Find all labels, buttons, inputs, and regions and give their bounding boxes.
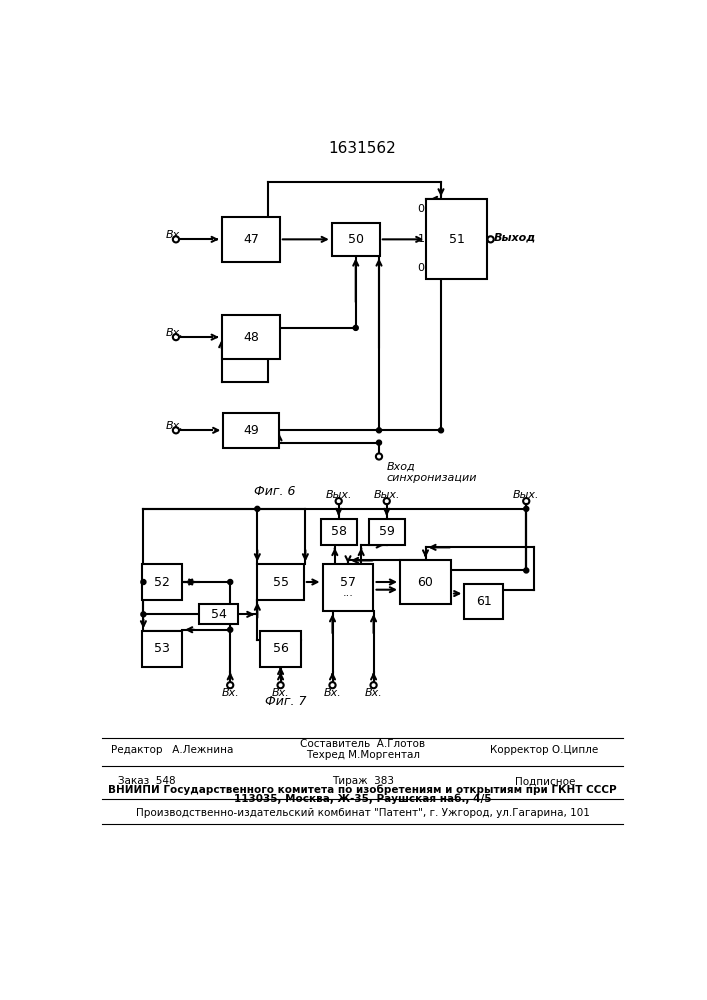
Text: 59: 59 bbox=[379, 525, 395, 538]
Circle shape bbox=[228, 580, 233, 584]
Bar bbox=[426, 199, 486, 279]
Text: 52: 52 bbox=[154, 576, 170, 588]
Circle shape bbox=[377, 440, 381, 445]
Text: Вых.: Вых. bbox=[325, 490, 352, 500]
Text: Вход
синхронизации: Вход синхронизации bbox=[387, 462, 477, 483]
Bar bbox=[332, 223, 380, 256]
Text: 113035, Москва, Ж-35, Раушская наб., 4/5: 113035, Москва, Ж-35, Раушская наб., 4/5 bbox=[234, 794, 491, 804]
Bar bbox=[223, 413, 279, 448]
Text: Фиг. 7: Фиг. 7 bbox=[265, 695, 307, 708]
Text: Редактор   А.Лежнина: Редактор А.Лежнина bbox=[111, 745, 233, 755]
Circle shape bbox=[524, 568, 528, 573]
Text: Вых.: Вых. bbox=[373, 490, 400, 500]
Text: Составитель  А.Глотов: Составитель А.Глотов bbox=[300, 739, 426, 749]
Text: Корректор О.Ципле: Корректор О.Ципле bbox=[490, 745, 598, 755]
Bar bbox=[400, 560, 450, 604]
Circle shape bbox=[141, 580, 146, 584]
Text: 51: 51 bbox=[448, 233, 464, 246]
Text: Производственно-издательский комбинат "Патент", г. Ужгород, ул.Гагарина, 101: Производственно-издательский комбинат "П… bbox=[136, 808, 590, 818]
Text: Заказ  548: Заказ 548 bbox=[117, 776, 175, 786]
Text: Вх.: Вх. bbox=[166, 328, 184, 338]
Text: 1: 1 bbox=[418, 234, 425, 244]
Text: 60: 60 bbox=[418, 576, 433, 588]
Text: Фиг. 6: Фиг. 6 bbox=[254, 485, 295, 498]
Circle shape bbox=[228, 628, 233, 632]
Text: ВНИИПИ Государственного комитета по изобретениям и открытиям при ГКНТ СССР: ВНИИПИ Государственного комитета по изоб… bbox=[108, 785, 617, 795]
Bar bbox=[369, 519, 404, 545]
Bar bbox=[323, 564, 373, 611]
Text: Вх.: Вх. bbox=[365, 688, 382, 698]
Text: 47: 47 bbox=[243, 233, 259, 246]
Text: Вх.: Вх. bbox=[221, 688, 239, 698]
Text: 0: 0 bbox=[418, 204, 425, 214]
Text: 61: 61 bbox=[476, 595, 491, 608]
Circle shape bbox=[439, 428, 443, 432]
Bar bbox=[222, 315, 280, 359]
Text: Выход: Выход bbox=[493, 232, 536, 242]
Text: 48: 48 bbox=[243, 331, 259, 344]
Text: 53: 53 bbox=[154, 642, 170, 655]
Circle shape bbox=[141, 612, 146, 616]
Text: Вых.: Вых. bbox=[513, 490, 539, 500]
Bar bbox=[257, 564, 304, 600]
Bar bbox=[321, 519, 356, 545]
Text: 50: 50 bbox=[348, 233, 363, 246]
Text: Тираж  383: Тираж 383 bbox=[332, 776, 394, 786]
Text: Вх.: Вх. bbox=[271, 688, 289, 698]
Circle shape bbox=[255, 507, 259, 511]
Bar bbox=[142, 631, 182, 667]
Circle shape bbox=[354, 326, 358, 330]
Bar bbox=[142, 564, 182, 600]
Text: Вх.: Вх. bbox=[324, 688, 341, 698]
Bar bbox=[199, 604, 238, 624]
Text: Вх: Вх bbox=[166, 230, 180, 240]
Circle shape bbox=[377, 428, 381, 432]
Text: 55: 55 bbox=[273, 576, 288, 588]
Text: 1631562: 1631562 bbox=[328, 141, 396, 156]
Text: 49: 49 bbox=[243, 424, 259, 437]
Circle shape bbox=[524, 507, 528, 511]
Text: 54: 54 bbox=[211, 608, 226, 621]
Text: Вх.: Вх. bbox=[166, 421, 184, 431]
Text: 56: 56 bbox=[273, 642, 288, 655]
Bar bbox=[222, 217, 280, 262]
Text: Подписное: Подписное bbox=[515, 776, 575, 786]
Text: 57: 57 bbox=[340, 576, 356, 588]
Text: 0: 0 bbox=[418, 263, 425, 273]
Text: ...: ... bbox=[343, 588, 354, 598]
Text: 58: 58 bbox=[331, 525, 346, 538]
Bar bbox=[260, 631, 300, 667]
Bar bbox=[464, 584, 503, 619]
Text: Техред М.Моргентал: Техред М.Моргентал bbox=[305, 750, 420, 760]
